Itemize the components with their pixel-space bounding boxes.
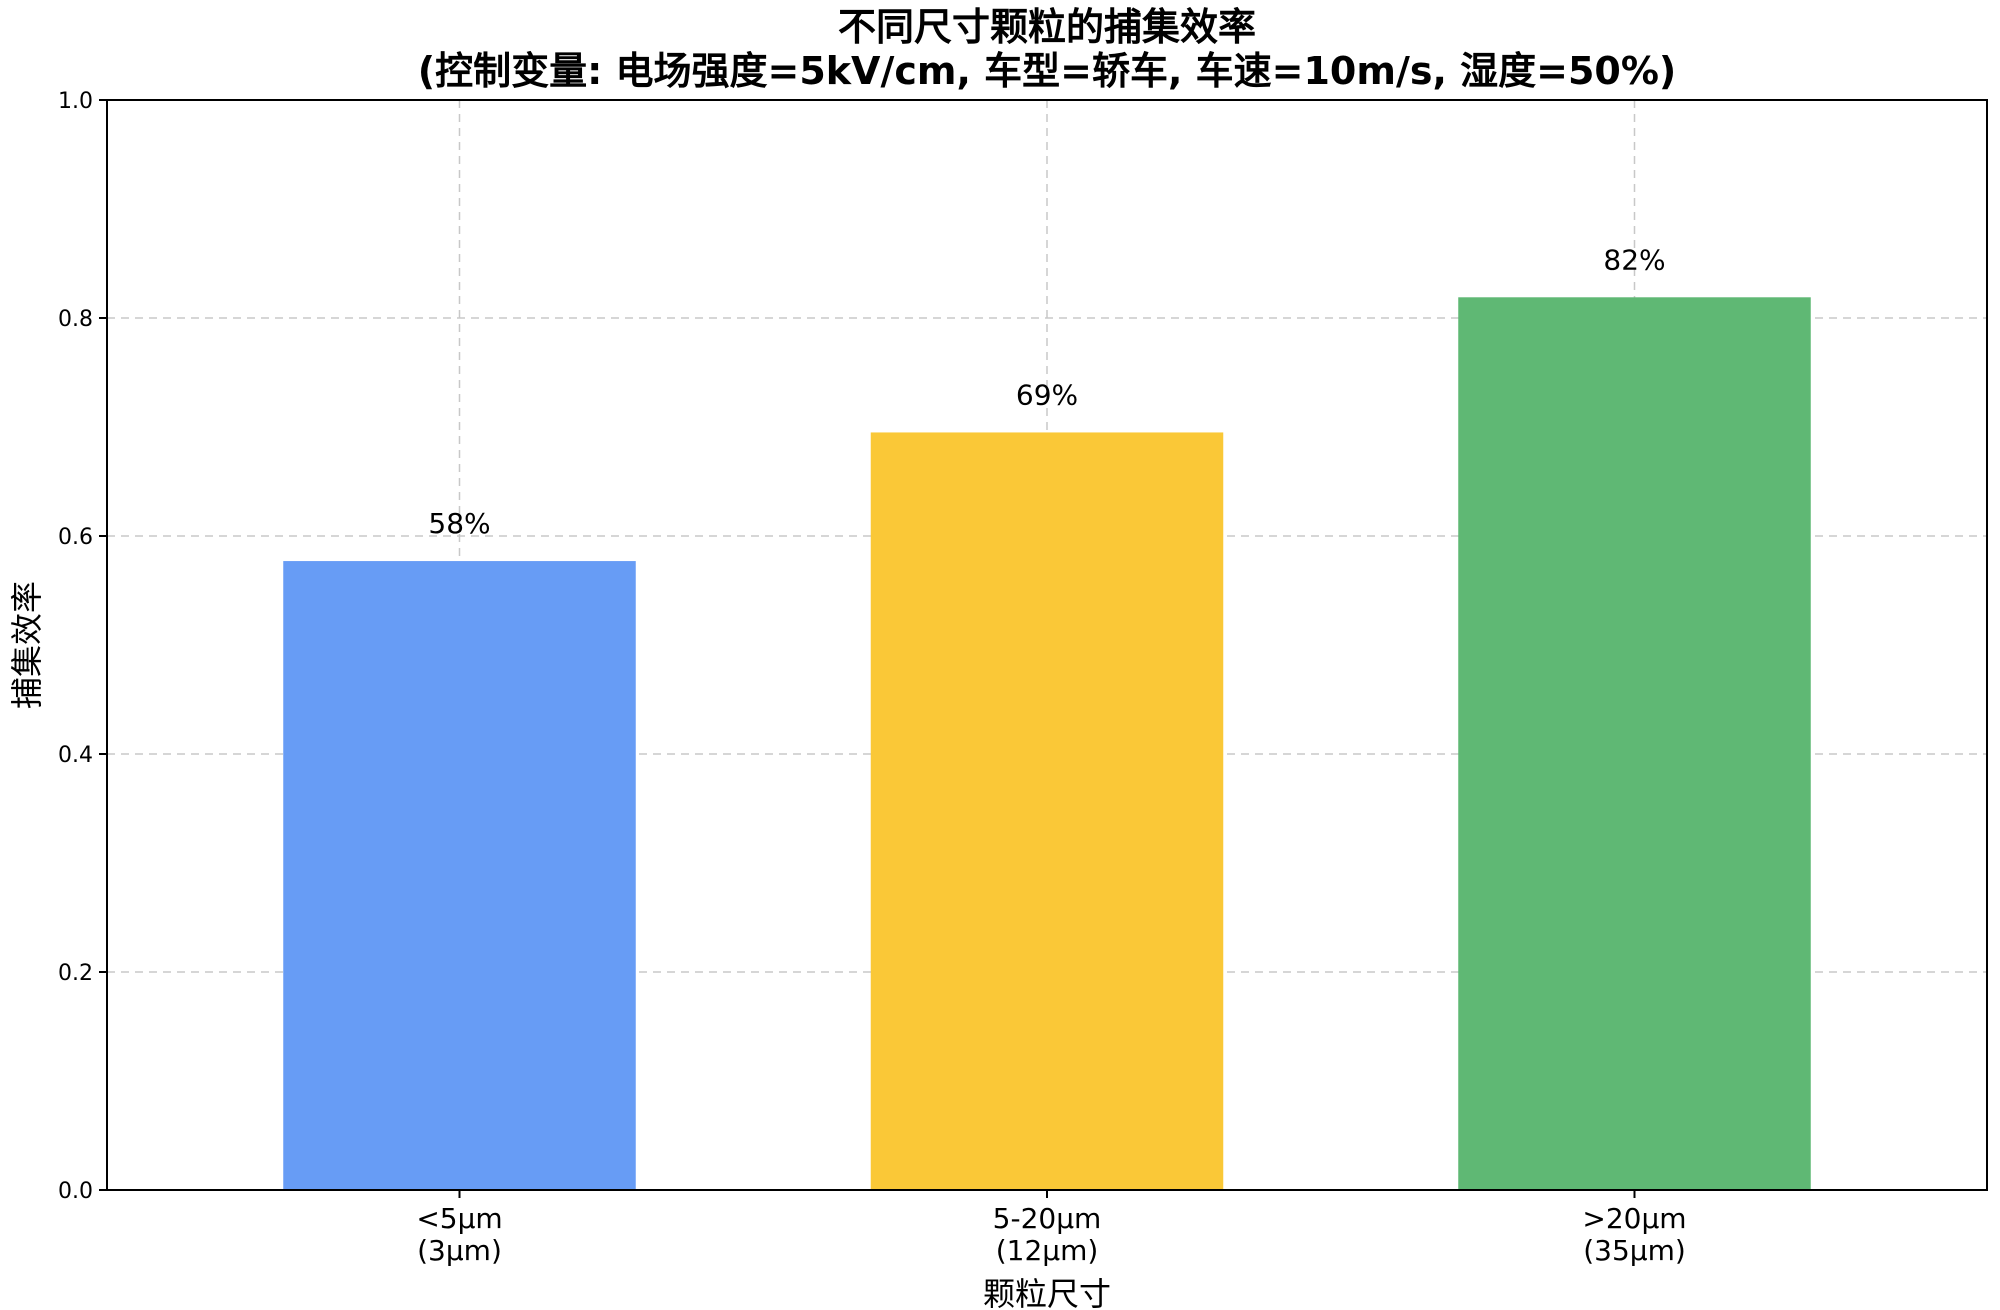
bar-2 bbox=[870, 432, 1224, 1190]
chart-subtitle: (控制变量: 电场强度=5kV/cm, 车型=轿车, 车速=10m/s, 湿度=… bbox=[418, 49, 1677, 93]
bar-1 bbox=[283, 561, 636, 1190]
y-axis-ticks: 0.0 0.2 0.4 0.6 0.8 1.0 bbox=[58, 89, 107, 1204]
x-tick-label: >20μm bbox=[1582, 1202, 1686, 1235]
y-tick-label: 0.4 bbox=[58, 743, 93, 768]
y-tick-label: 1.0 bbox=[58, 89, 93, 114]
x-axis-label: 颗粒尺寸 bbox=[983, 1275, 1111, 1310]
y-tick-label: 0.2 bbox=[58, 961, 93, 986]
y-axis-label: 捕集效率 bbox=[8, 581, 46, 709]
bar-3 bbox=[1458, 297, 1811, 1190]
chart-title: 不同尺寸颗粒的捕集效率 bbox=[838, 5, 1256, 49]
x-tick-label: <5μm bbox=[416, 1202, 502, 1235]
x-tick-label: (12μm) bbox=[996, 1234, 1099, 1267]
data-label-1: 58% bbox=[428, 507, 490, 540]
x-tick-label: (3μm) bbox=[417, 1234, 502, 1267]
x-tick-label: 5-20μm bbox=[993, 1202, 1102, 1235]
x-axis-ticks: <5μm(3μm) 5-20μm(12μm) >20μm(35μm) bbox=[416, 1190, 1687, 1267]
bar-layer bbox=[283, 297, 1811, 1190]
data-label-layer: 58% 69% 82% bbox=[428, 243, 1665, 540]
data-label-2: 69% bbox=[1016, 378, 1078, 411]
y-tick-label: 0.8 bbox=[58, 307, 93, 332]
x-tick-label: (35μm) bbox=[1583, 1234, 1686, 1267]
data-label-3: 82% bbox=[1603, 243, 1665, 276]
y-tick-label: 0.6 bbox=[58, 525, 93, 550]
y-tick-label: 0.0 bbox=[58, 1179, 93, 1204]
